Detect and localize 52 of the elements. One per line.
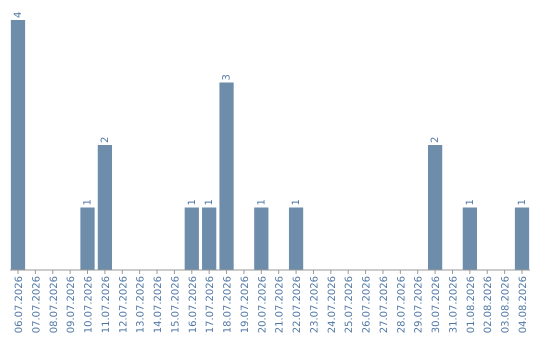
x-tick-label: 13.07.2026 [136,276,147,334]
x-tick-label: 29.07.2026 [414,276,425,334]
x-tick-label: 01.08.2026 [466,276,477,334]
data-label: 1 [256,199,268,206]
data-label: 2 [100,136,111,143]
x-tick-label: 26.07.2026 [362,276,373,334]
data-label: 1 [186,199,198,206]
bar [98,145,112,270]
x-tick-label: 24.07.2026 [326,276,338,334]
x-tick-label: 04.08.2026 [518,276,530,334]
x-tick-label: 10.07.2026 [84,276,95,334]
data-label: 1 [517,199,528,206]
x-tick-label: 15.07.2026 [170,276,182,334]
x-tick-label: 12.07.2026 [118,276,130,334]
data-label: 1 [204,199,216,206]
bar [254,208,268,270]
x-tick-label: 17.07.2026 [205,276,216,334]
bar [428,145,442,270]
x-tick-label: 19.07.2026 [240,276,251,334]
x-tick-label: 02.08.2026 [483,276,494,334]
x-tick-label: 03.08.2026 [500,276,512,334]
x-tick-label: 08.07.2026 [48,276,60,334]
x-tick-label: 27.07.2026 [378,276,390,334]
x-tick-label: 14.07.2026 [153,276,164,334]
bar [184,208,199,270]
x-tick-label: 07.07.2026 [31,276,42,334]
x-tick-label: 09.07.2026 [66,276,78,334]
bar [219,82,234,270]
data-label: 4 [12,12,24,18]
x-tick-label: 06.07.2026 [14,276,25,334]
x-tick-label: 18.07.2026 [222,276,234,334]
data-label: 2 [430,136,442,143]
x-tick-label: 25.07.2026 [344,276,356,334]
bar [10,20,26,270]
x-tick-label: 30.07.2026 [431,276,442,334]
x-tick-label: 20.07.2026 [257,276,268,334]
x-tick-label: 23.07.2026 [309,276,320,334]
x-tick-label: 21.07.2026 [274,276,286,334]
x-tick-label: 31.07.2026 [448,276,460,334]
x-tick-label: 16.07.2026 [188,276,199,334]
data-label: 3 [222,74,233,80]
bar [202,208,216,270]
bar [288,208,304,270]
data-label: 1 [464,199,476,206]
bar [514,208,530,270]
x-tick-label: 28.07.2026 [396,276,408,334]
data-label: 1 [82,199,94,206]
data-label: 1 [291,199,302,206]
bar [80,208,95,270]
bar [462,208,477,270]
x-tick-label: 11.07.2026 [100,276,112,334]
x-tick-label: 22.07.2026 [292,276,304,334]
